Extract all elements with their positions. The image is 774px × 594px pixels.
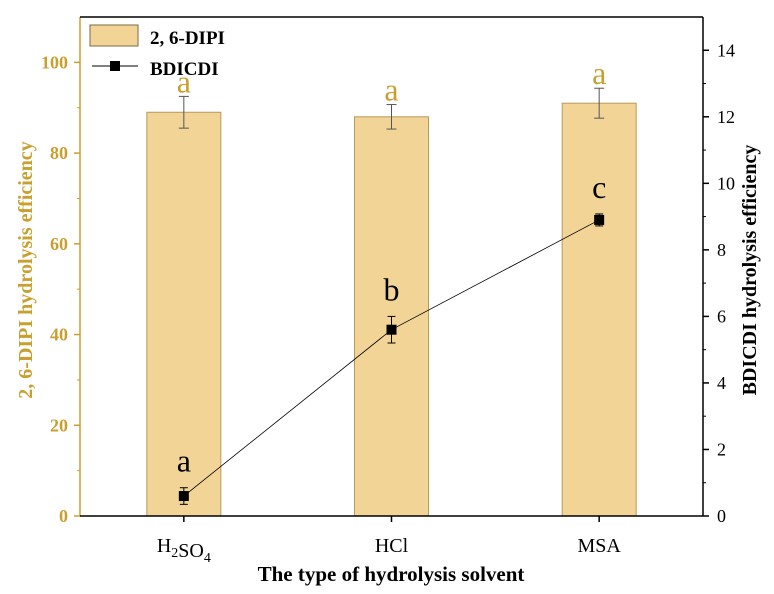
y-left-tick-label: 40 <box>50 325 68 345</box>
legend-label-line: BDICDI <box>150 59 219 80</box>
y-left-tick-label: 60 <box>50 234 68 254</box>
line-point <box>178 491 189 502</box>
y-right-tick-label: 6 <box>717 306 726 326</box>
line-layer <box>178 213 605 505</box>
y-left-tick-label: 80 <box>50 143 68 163</box>
legend-swatch-bar <box>89 24 139 47</box>
significance-letters: a a a a b c <box>177 55 607 479</box>
y-right-tick-label: 14 <box>717 40 735 60</box>
x-tick-label: HCl <box>375 535 409 557</box>
line-significance-letter: a <box>177 443 191 479</box>
bar-significance-letter: a <box>177 63 191 99</box>
y-left-tick-label: 100 <box>41 52 68 72</box>
bar-significance-letter: a <box>592 55 606 91</box>
y-right-tick-label: 2 <box>717 439 726 459</box>
y-left-tick-label: 0 <box>59 506 68 526</box>
line-point <box>594 214 605 225</box>
y-axis-left-label: 2, 6-DIPI hydrolysis efficiency <box>15 141 37 398</box>
legend-swatch-marker <box>110 61 120 71</box>
legend-label-bar: 2, 6-DIPI <box>150 28 225 49</box>
y-right-tick-label: 8 <box>717 240 726 260</box>
line-point <box>386 324 397 335</box>
bar-significance-letter: a <box>384 72 398 108</box>
x-tick-label: H2SO4 <box>157 535 211 566</box>
y-right-tick-label: 4 <box>717 373 726 393</box>
y-axis-right-label: BDICDI hydrolysis efficiency <box>739 145 761 396</box>
line-significance-letter: c <box>592 169 606 205</box>
bar <box>146 111 222 517</box>
y-right-tick-label: 12 <box>717 107 735 127</box>
x-tick-label: MSA <box>577 535 621 557</box>
y-right-tick-label: 10 <box>717 173 735 193</box>
line-significance-letter: b <box>384 271 400 307</box>
axes-layer: 0 20 40 60 80 100 0 2 4 6 8 10 12 14 H2SO4 HCl MSA <box>41 16 735 566</box>
bar <box>561 102 637 517</box>
x-axis-label: The type of hydrolysis solvent <box>258 562 525 586</box>
legend: 2, 6-DIPI BDICDI <box>89 24 225 80</box>
y-left-tick-label: 20 <box>50 415 68 435</box>
y-right-tick-label: 0 <box>717 506 726 526</box>
